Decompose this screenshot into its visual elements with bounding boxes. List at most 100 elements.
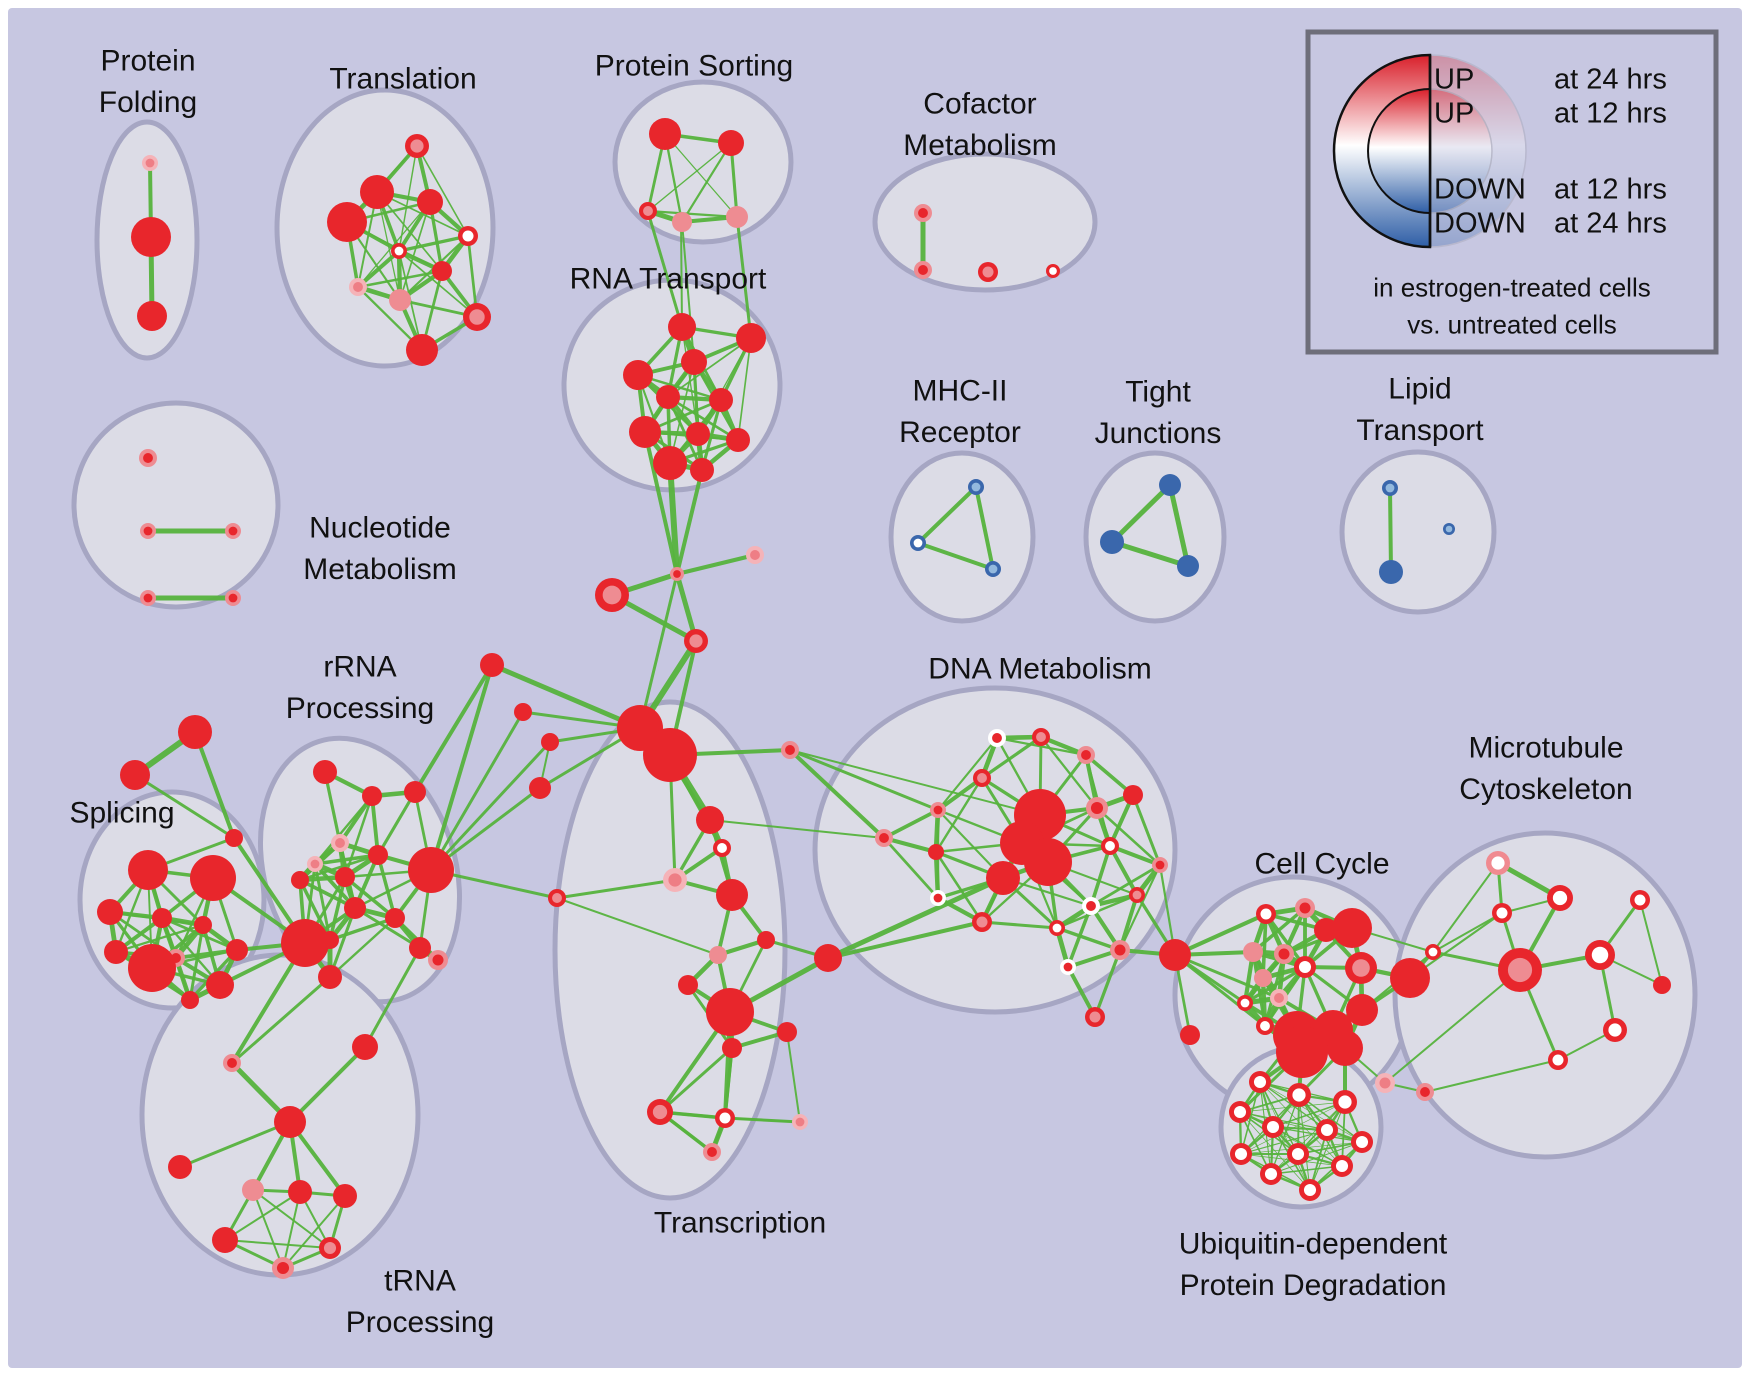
node-nucleotide-metabolism-core <box>143 526 153 536</box>
node-connector-core <box>750 550 760 560</box>
node-ubiquitin-degradation-core <box>1264 1167 1278 1181</box>
edge-splicing <box>160 916 222 987</box>
node-rna-transport <box>681 349 707 375</box>
cluster-label-line: Cytoskeleton <box>1459 773 1632 806</box>
edge-protein-sorting <box>646 209 739 219</box>
cluster-label-rrna-processing: rRNA Processing <box>286 651 434 725</box>
node-lipid-transport-core <box>1445 525 1453 533</box>
node-translation <box>389 289 411 311</box>
edge-mhc2-receptor <box>916 541 995 571</box>
node-ubiquitin-degradation-core <box>1234 1147 1248 1161</box>
edge-ubiquitin-degradation <box>1270 1165 1343 1175</box>
edge-dna-metabolism <box>935 775 985 813</box>
node-rna-transport <box>690 458 714 482</box>
edge-splicing <box>188 923 205 1002</box>
node-transcription <box>757 931 775 949</box>
cluster-label-line: Processing <box>346 1306 494 1339</box>
node-nucleotide-metabolism-core <box>228 593 238 603</box>
cluster-label-splicing: Splicing <box>69 797 174 830</box>
node-cell-cycle <box>1243 942 1263 962</box>
backbone-edge <box>675 553 757 576</box>
node-cell-cycle-core <box>1352 959 1370 977</box>
cluster-label-line: Protein <box>100 45 195 78</box>
node-connector-core <box>602 585 622 605</box>
cluster-label-mhc2-receptor: MHC-II Receptor <box>899 375 1021 449</box>
backbone-edge <box>709 819 885 839</box>
node-ubiquitin-degradation-core <box>1338 1095 1352 1109</box>
node-transcription <box>716 879 748 911</box>
node-transcription-core <box>795 1117 805 1127</box>
node-connector <box>643 728 697 782</box>
cluster-label-cell-cycle: Cell Cycle <box>1254 848 1389 881</box>
edge-dna-metabolism <box>1131 793 1162 867</box>
node-cell-cycle-core <box>1240 998 1250 1008</box>
edge-trna-processing <box>282 1195 346 1269</box>
backbone-edge <box>788 748 886 840</box>
edge-ubiquitin-degradation <box>1298 1094 1311 1191</box>
cluster-label-transcription: Transcription <box>654 1207 826 1240</box>
node-rrna-processing-core <box>310 859 320 869</box>
node-microtubule-cytoskeleton-core <box>1608 1023 1622 1037</box>
node-rna-transport <box>668 313 696 341</box>
node-connector <box>225 829 243 847</box>
backbone-edge <box>413 663 494 794</box>
node-trna-processing <box>288 1180 312 1204</box>
edge-transcription <box>723 1116 802 1124</box>
edge-transcription <box>723 1046 734 1120</box>
node-cell-cycle-core <box>1299 902 1311 914</box>
node-rna-transport <box>656 385 680 409</box>
edge-microtubule-cytoskeleton <box>1639 899 1663 986</box>
cluster-label-line: Translation <box>329 63 476 96</box>
node-rna-transport <box>709 388 733 412</box>
cluster-label-line: Splicing <box>69 797 174 830</box>
cluster-label-dna-metabolism: DNA Metabolism <box>928 653 1151 686</box>
edge-dna-metabolism <box>1118 863 1162 952</box>
edge-rrna-processing <box>323 770 342 845</box>
node-mhc2-receptor-core <box>913 538 923 548</box>
node-connector <box>120 760 150 790</box>
edge-rrna-processing <box>343 875 397 920</box>
node-cell-cycle-core <box>1260 908 1272 920</box>
cluster-ellipse-mhc2-receptor <box>888 450 1036 624</box>
node-connector-core <box>673 570 681 578</box>
node-splicing <box>194 916 212 934</box>
edge-dna-metabolism <box>934 850 984 924</box>
cluster-label-line: Transport <box>1356 414 1484 447</box>
node-cell-cycle-core <box>1274 993 1284 1003</box>
node-cell-cycle <box>1346 994 1378 1026</box>
cluster-label-protein-sorting: Protein Sorting <box>595 50 793 83</box>
node-connector <box>480 653 504 677</box>
cluster-label-line: Tight <box>1125 376 1191 409</box>
nodes-layer <box>97 118 1671 1279</box>
cluster-label-line: Microtubule <box>1468 732 1623 765</box>
edge-rrna-processing <box>328 906 357 979</box>
cluster-label-line: rRNA <box>323 651 396 684</box>
node-ubiquitin-degradation-core <box>1335 1159 1349 1173</box>
backbone-edge <box>735 215 753 340</box>
node-connector <box>529 777 551 799</box>
edge-ubiquitin-degradation <box>1239 1101 1346 1113</box>
backbone-edge <box>193 730 236 840</box>
node-nucleotide-metabolism-core <box>143 453 153 463</box>
node-trna-processing <box>212 1227 238 1253</box>
edge-dna-metabolism <box>1084 753 1135 797</box>
node-dna-metabolism-core <box>1132 890 1142 900</box>
backbone-edge <box>638 572 679 730</box>
node-translation <box>417 189 443 215</box>
backbone-edge <box>788 748 940 812</box>
node-ubiquitin-degradation-core <box>1355 1135 1369 1149</box>
node-rrna-processing <box>368 845 388 865</box>
node-protein-sorting <box>649 118 681 150</box>
node-dna-metabolism-core <box>1052 923 1062 933</box>
legend-term-up-24: UP <box>1434 63 1475 96</box>
edge-ubiquitin-degradation <box>1270 1101 1346 1175</box>
edge-dna-metabolism <box>1089 844 1112 908</box>
node-transcription-core <box>707 1147 717 1157</box>
node-cell-cycle-core <box>1260 1021 1270 1031</box>
node-dna-metabolism <box>928 844 944 860</box>
node-dna-metabolism <box>1159 939 1191 971</box>
edge-dna-metabolism <box>980 920 1059 930</box>
edge-translation <box>357 201 431 288</box>
backbone-edge <box>675 468 704 576</box>
